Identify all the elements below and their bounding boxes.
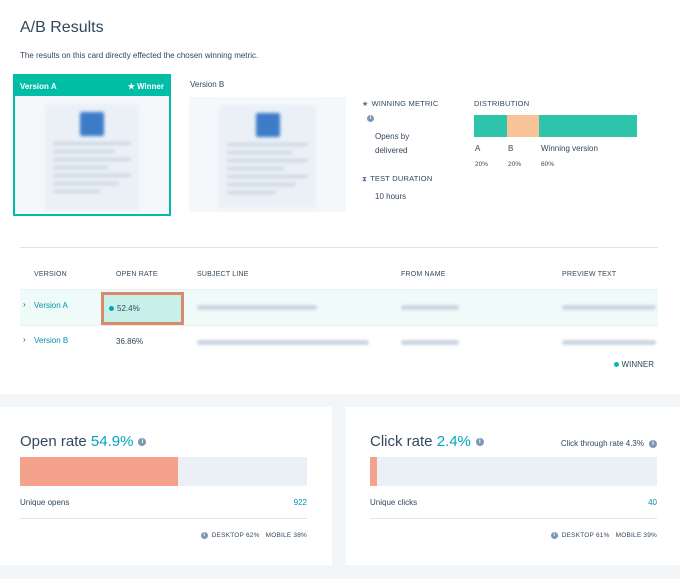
click-rate-title: Click rate 2.4% i [370, 433, 484, 450]
star-icon: ★ [362, 101, 369, 108]
dist-pct-winner: 60% [541, 161, 555, 168]
click-rate-bar [370, 457, 657, 486]
distribution-label: DISTRIBUTION [474, 99, 530, 108]
col-header-open-rate: OPEN RATE [116, 271, 158, 278]
info-icon[interactable]: i [138, 438, 147, 447]
unique-clicks-label: Unique clicks [370, 498, 418, 507]
winning-metric-value-line-1: Opens by [375, 132, 410, 141]
dist-pct-b: 20% [508, 161, 522, 168]
open-rate-value: 52.4% [117, 304, 140, 313]
col-header-preview-text: PREVIEW TEXT [562, 271, 617, 278]
winner-legend-label: WINNER [621, 360, 654, 369]
click-rate-card: Click rate 2.4% i Click through rate 4.3%… [346, 407, 680, 565]
version-b-preview[interactable] [189, 97, 346, 212]
preview-text-blurred [562, 305, 656, 310]
mobile-pct: MOBILE 38% [265, 532, 307, 539]
winner-dot [109, 306, 114, 311]
winner-legend: WINNER [613, 360, 654, 369]
info-icon[interactable]: i [475, 438, 484, 447]
row-divider [20, 289, 658, 290]
card-divider [20, 518, 307, 519]
subject-line-blurred [197, 340, 369, 345]
card-divider [370, 518, 657, 519]
open-rate-label: Open rate [20, 433, 87, 450]
mobile-pct: MOBILE 39% [615, 532, 657, 539]
row-divider [20, 325, 658, 326]
click-through-rate: Click through rate 4.3% i [561, 439, 657, 448]
hourglass-icon: ⧗ [362, 176, 368, 183]
version-a-label: Version A [20, 81, 57, 91]
dist-label-a: A [475, 144, 481, 153]
email-logo [255, 113, 280, 137]
distribution-segment [506, 115, 540, 137]
winning-metric-label: WINNING METRIC [371, 99, 439, 108]
info-icon[interactable]: i [367, 115, 374, 122]
device-breakdown: i DESKTOP 61% MOBILE 39% [550, 532, 657, 539]
chevron-right-icon[interactable]: › [23, 335, 26, 344]
version-a-preview[interactable]: Version A ★ Winner [13, 74, 171, 216]
click-through-rate-label: Click through rate 4.3% [560, 439, 644, 448]
open-rate-value: 36.86% [116, 337, 144, 346]
from-name-blurred [401, 305, 459, 310]
version-a-header: Version A ★ Winner [15, 76, 169, 96]
subject-line-blurred [197, 305, 317, 310]
page-title: A/B Results [20, 19, 104, 36]
dist-label-b: B [508, 144, 514, 153]
distribution-segment [539, 115, 637, 137]
open-rate-bar-fill [20, 457, 178, 486]
distribution-bar [474, 115, 637, 137]
open-rate-title: Open rate 54.9% i [20, 433, 147, 450]
click-rate-bar-fill [370, 457, 377, 486]
desktop-pct: DESKTOP 62% [211, 532, 260, 539]
email-thumbnail [45, 104, 139, 210]
version-b-link[interactable]: Version B [34, 336, 69, 345]
distribution-segment [474, 115, 507, 137]
test-duration-value: 10 hours [375, 192, 407, 201]
col-header-subject-line: SUBJECT LINE [197, 271, 249, 278]
page-description: The results on this card directly effect… [20, 51, 259, 60]
version-b-label: Version B [190, 80, 225, 89]
open-rate-card: Open rate 54.9% i Unique opens 922 i DESKT… [0, 407, 332, 565]
click-rate-label: Click rate [370, 433, 433, 450]
version-a-link[interactable]: Version A [34, 301, 68, 310]
dist-pct-a: 20% [475, 161, 489, 168]
desktop-pct: DESKTOP 61% [561, 532, 610, 539]
email-logo [80, 112, 104, 136]
test-duration-heading: ⧗ TEST DURATION [362, 174, 432, 184]
winner-badge: ★ Winner [128, 82, 164, 91]
info-icon[interactable]: i [200, 532, 208, 539]
info-icon[interactable]: i [550, 532, 558, 539]
col-header-from-name: FROM NAME [401, 271, 446, 278]
star-icon: ★ [127, 81, 135, 91]
preview-text-blurred [562, 340, 656, 345]
section-divider [20, 247, 658, 248]
chevron-right-icon[interactable]: › [23, 300, 26, 309]
unique-opens-count[interactable]: 922 [293, 498, 307, 507]
open-rate-highlight: 52.4% [101, 292, 184, 325]
unique-clicks-count[interactable]: 40 [648, 498, 657, 507]
winning-metric-value: Opens by delivered [375, 130, 409, 158]
winning-metric-heading: ★ WINNING METRIC [362, 99, 438, 108]
email-thumbnail [219, 105, 316, 208]
open-rate-bar [20, 457, 307, 486]
winner-label: Winner [136, 81, 164, 91]
winner-dot [613, 362, 619, 367]
device-breakdown: i DESKTOP 62% MOBILE 38% [200, 532, 307, 539]
from-name-blurred [401, 340, 459, 345]
click-rate-percent: 2.4% [436, 433, 471, 450]
test-duration-label: TEST DURATION [370, 174, 433, 183]
unique-opens-label: Unique opens [20, 498, 70, 507]
col-header-version: VERSION [34, 271, 67, 278]
open-rate-percent: 54.9% [90, 433, 134, 450]
ab-results-card: A/B Results The results on this card dir… [0, 0, 680, 394]
winning-metric-value-line-2: delivered [375, 146, 408, 155]
dist-label-winner: Winning version [541, 144, 598, 153]
info-icon[interactable]: i [649, 439, 657, 448]
